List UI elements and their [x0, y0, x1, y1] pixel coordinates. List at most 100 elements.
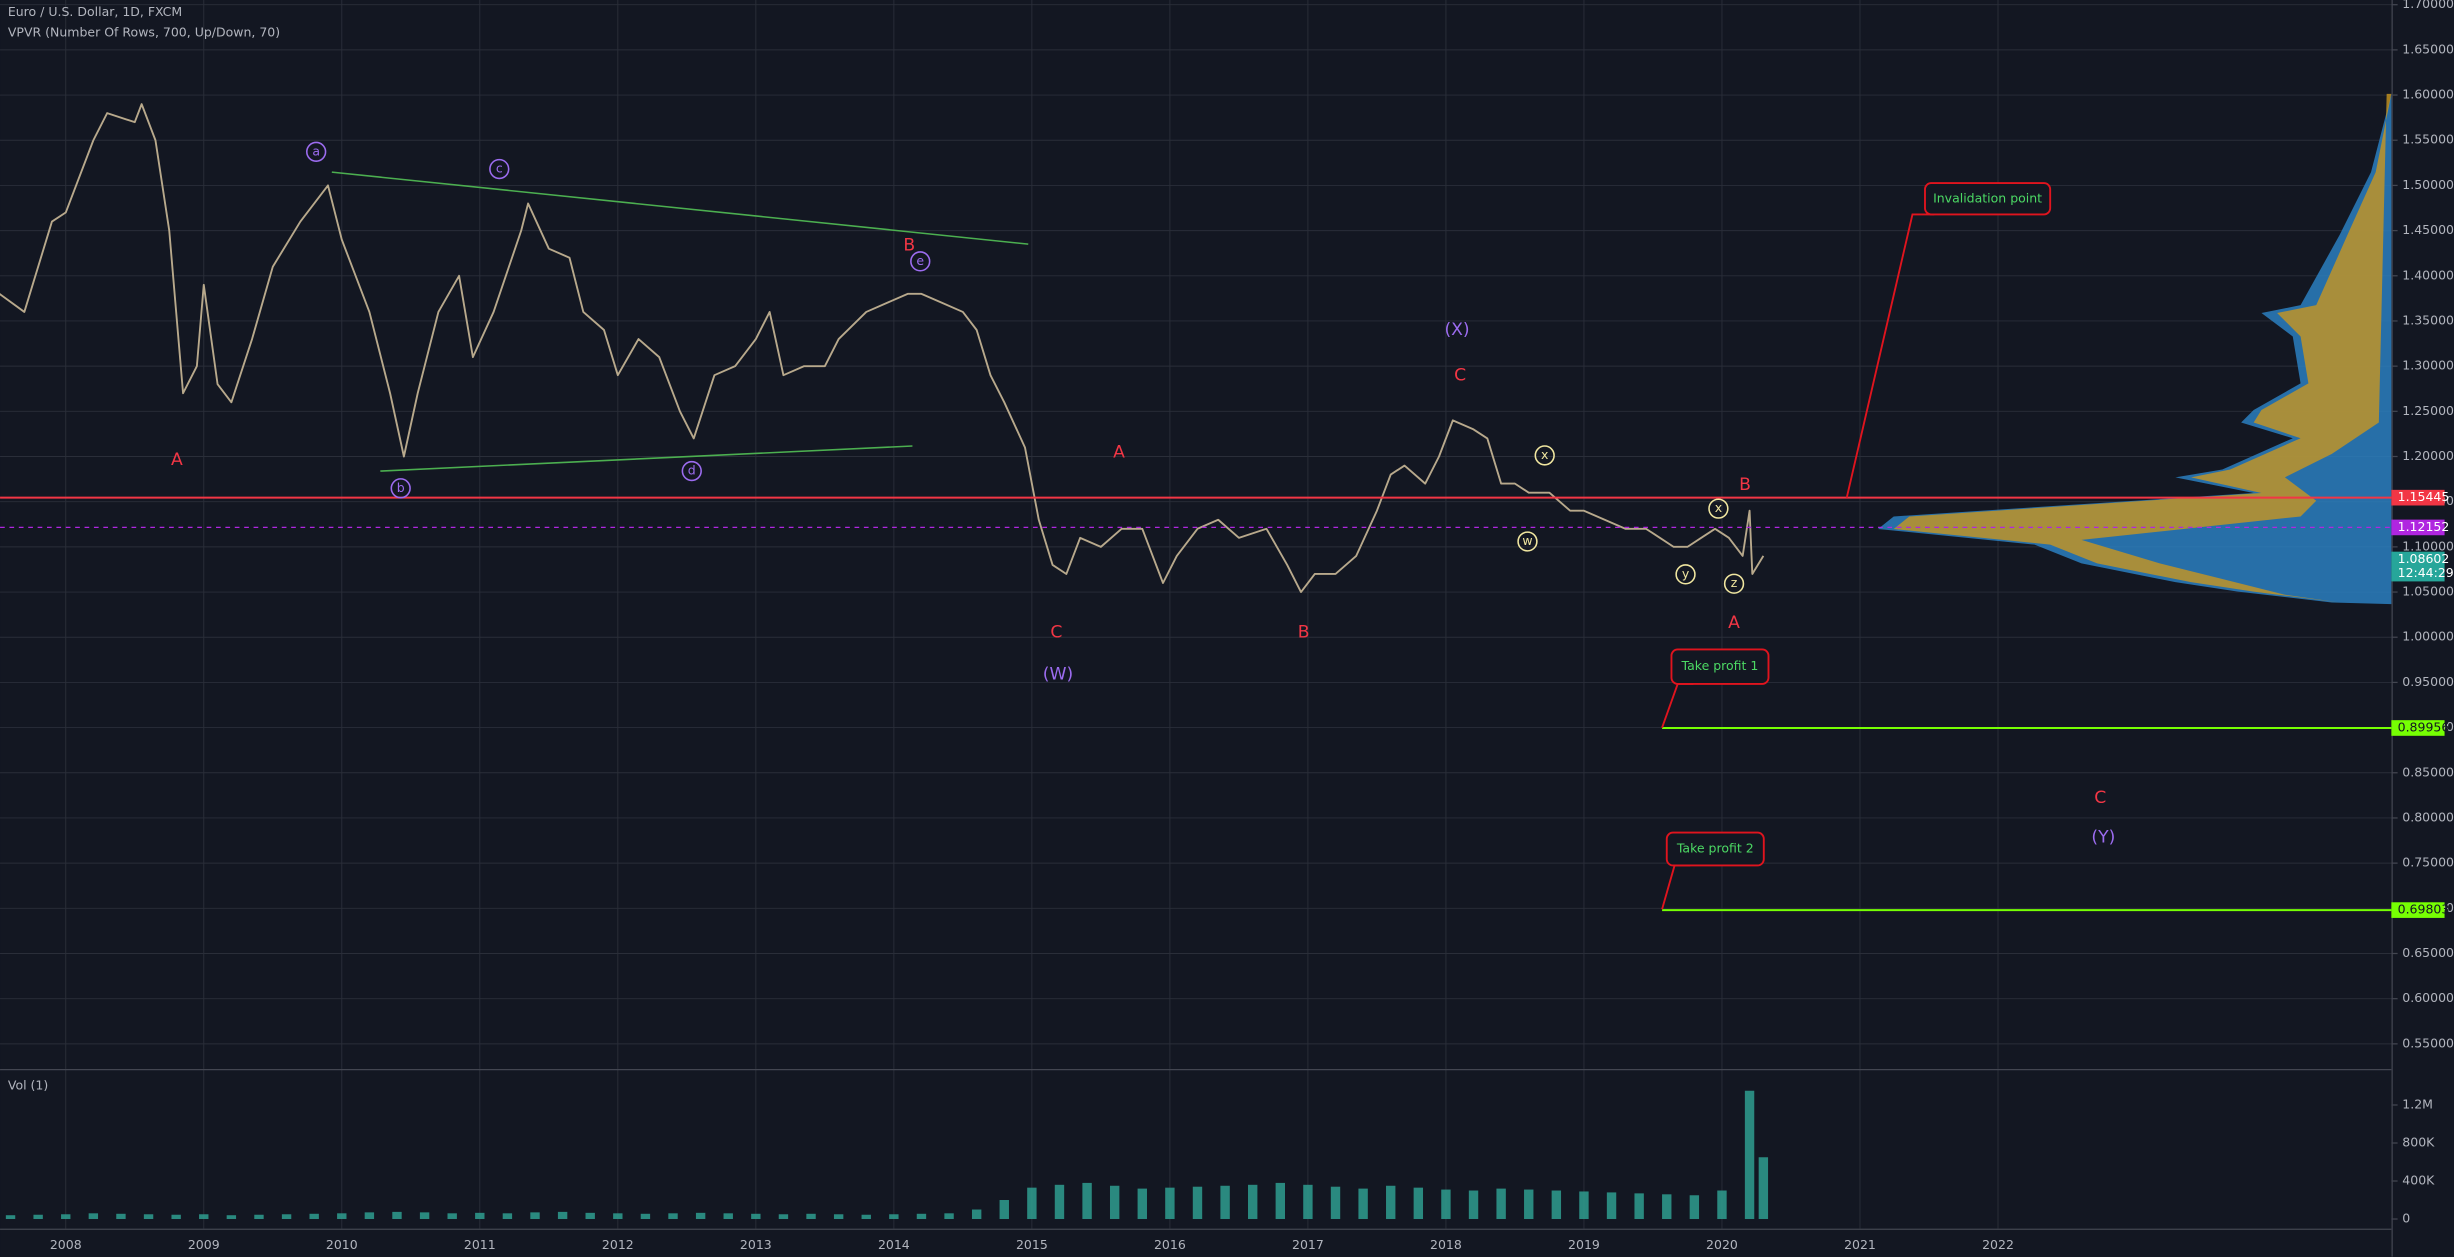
x-tick-label: 2018	[1430, 1237, 1462, 1252]
volume-bar	[971, 1209, 982, 1220]
callout-pointer	[1845, 213, 1935, 498]
volume-bar	[1496, 1188, 1506, 1220]
y-tick-label: 1.45000	[2402, 222, 2454, 237]
x-tick-label: 2013	[740, 1237, 772, 1252]
y-tick-label: 0.60000	[2402, 990, 2454, 1005]
volume-bar	[1054, 1184, 1065, 1220]
volume-bar	[530, 1212, 540, 1220]
volume-bar	[723, 1213, 733, 1220]
x-tick-label: 2020	[1706, 1237, 1738, 1252]
volume-bar	[751, 1213, 761, 1220]
wave-label: (X)	[1444, 320, 1469, 340]
wave-label: c	[496, 161, 503, 176]
volume-bar	[1468, 1190, 1479, 1220]
callout-text: Take profit 1	[1681, 658, 1759, 673]
x-tick-label: 2021	[1844, 1237, 1876, 1252]
volume-bar	[116, 1213, 126, 1220]
last-price-label: 1.08602	[2398, 551, 2450, 566]
callout-box	[1670, 648, 1770, 685]
wave-label: A	[1728, 613, 1740, 633]
price-badge	[2391, 489, 2445, 506]
wave-label: C	[2094, 788, 2106, 808]
volume-bar	[1358, 1188, 1368, 1220]
volume-bar	[1524, 1189, 1534, 1220]
wave-label: (Y)	[2091, 827, 2115, 847]
price-badge	[2391, 519, 2445, 536]
wave-label: (W)	[1043, 665, 1073, 685]
callout-box	[1924, 182, 2052, 216]
y-tick-label: 0.75000	[2402, 855, 2454, 870]
x-tick-label: 2017	[1292, 1237, 1324, 1252]
y-tick-label: 1.00000	[2402, 629, 2454, 644]
volume-bar	[1744, 1090, 1755, 1220]
volume-bar	[1717, 1190, 1727, 1220]
price-badge	[2391, 720, 2445, 736]
wave-circle	[1534, 445, 1555, 466]
x-tick-label: 2022	[1982, 1237, 2014, 1252]
volume-bar	[1109, 1185, 1120, 1220]
volume-bar	[254, 1214, 264, 1220]
callout-text: Take profit 2	[1676, 841, 1754, 856]
wave-circle	[390, 478, 411, 499]
trend-line	[331, 171, 1029, 245]
trend-line	[380, 445, 913, 472]
wave-circle	[1675, 564, 1696, 585]
wave-label: B	[903, 236, 915, 256]
volume-title: Vol (1)	[8, 1078, 48, 1093]
y-tick-label: 1.50000	[2402, 177, 2454, 192]
volume-bar	[640, 1213, 651, 1220]
volume-bar	[999, 1200, 1009, 1220]
x-tick-label: 2010	[326, 1237, 358, 1252]
y-tick-label: 0.80000	[2402, 809, 2454, 824]
wave-label: x	[1715, 500, 1722, 515]
y-tick-label: 0.55000	[2402, 1035, 2454, 1050]
volume-bar	[916, 1213, 927, 1220]
volume-bar	[1137, 1188, 1147, 1220]
volume-bar	[613, 1213, 623, 1220]
y-tick-label: 1.20000	[2402, 448, 2454, 463]
volume-bar	[337, 1213, 347, 1220]
volume-bar	[1634, 1193, 1644, 1220]
volume-bar	[833, 1214, 844, 1220]
wave-circle	[1708, 498, 1729, 519]
volume-bar	[171, 1214, 181, 1220]
y-tick-label: 1.05000	[2402, 584, 2454, 599]
volume-bar	[475, 1212, 485, 1220]
volume-bar	[61, 1214, 71, 1220]
countdown-label: 12:44:29	[2398, 565, 2454, 580]
volume-bar	[143, 1214, 154, 1220]
volume-bar	[557, 1211, 568, 1220]
volume-bar	[502, 1213, 513, 1220]
volume-bar	[1027, 1187, 1037, 1220]
x-tick-label: 2008	[50, 1237, 82, 1252]
x-tick-label: 2015	[1016, 1237, 1048, 1252]
y-tick-label: 0.65000	[2402, 945, 2454, 960]
wave-label: C	[1454, 366, 1466, 386]
x-tick-label: 2012	[602, 1237, 634, 1252]
wave-circle	[1723, 573, 1745, 594]
volume-profile-up	[1893, 93, 2392, 603]
x-tick-label: 2016	[1154, 1237, 1186, 1252]
y-tick-label: 1.60000	[2402, 87, 2454, 102]
volume-bar	[1303, 1184, 1313, 1220]
volume-bar	[1551, 1190, 1562, 1220]
volume-bar	[392, 1211, 402, 1220]
volume-bar	[1192, 1186, 1203, 1220]
volume-bar	[806, 1213, 816, 1220]
wave-label: A	[1113, 442, 1125, 462]
y-tick-label: 1.10000	[2402, 538, 2454, 553]
wave-label: a	[312, 143, 320, 158]
y-tick-label: 0	[2402, 1211, 2410, 1226]
volume-bar	[33, 1214, 43, 1220]
volume-bar	[585, 1212, 595, 1220]
wave-label: x	[1541, 447, 1548, 462]
y-tick-label: 1.65000	[2402, 41, 2454, 56]
price-badge-label: 1.12152	[2398, 519, 2450, 534]
volume-bar	[226, 1215, 237, 1220]
volume-bar	[861, 1214, 871, 1220]
volume-bar	[695, 1212, 706, 1220]
wave-circle	[910, 251, 931, 272]
volume-bar	[1386, 1185, 1396, 1220]
